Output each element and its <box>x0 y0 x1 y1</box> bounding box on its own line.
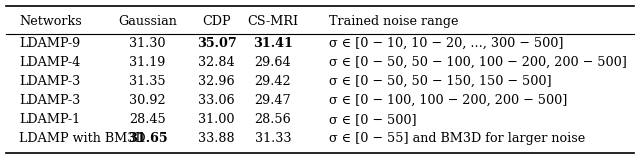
Text: 31.00: 31.00 <box>198 113 235 126</box>
Text: 30.92: 30.92 <box>129 94 166 107</box>
Text: 33.88: 33.88 <box>198 132 235 145</box>
Text: CDP: CDP <box>202 15 231 28</box>
Text: 31.41: 31.41 <box>253 37 293 50</box>
Text: CS-MRI: CS-MRI <box>248 15 298 28</box>
Text: σ ∈ [0 − 10, 10 − 20, ..., 300 − 500]: σ ∈ [0 − 10, 10 − 20, ..., 300 − 500] <box>330 37 564 50</box>
Text: 31.35: 31.35 <box>129 75 166 88</box>
Text: 29.47: 29.47 <box>255 94 291 107</box>
Text: σ ∈ [0 − 50, 50 − 150, 150 − 500]: σ ∈ [0 − 50, 50 − 150, 150 − 500] <box>330 75 552 88</box>
Text: Trained noise range: Trained noise range <box>330 15 459 28</box>
Text: LDAMP with BM3D: LDAMP with BM3D <box>19 132 145 145</box>
Text: LDAMP-1: LDAMP-1 <box>19 113 80 126</box>
Text: 28.45: 28.45 <box>129 113 166 126</box>
Text: 31.65: 31.65 <box>128 132 167 145</box>
Text: 35.07: 35.07 <box>196 37 236 50</box>
Text: 31.33: 31.33 <box>255 132 291 145</box>
Text: 28.56: 28.56 <box>255 113 291 126</box>
Text: 29.64: 29.64 <box>255 56 291 69</box>
Text: σ ∈ [0 − 100, 100 − 200, 200 − 500]: σ ∈ [0 − 100, 100 − 200, 200 − 500] <box>330 94 568 107</box>
Text: Networks: Networks <box>19 15 82 28</box>
Text: σ ∈ [0 − 500]: σ ∈ [0 − 500] <box>330 113 417 126</box>
Text: LDAMP-4: LDAMP-4 <box>19 56 80 69</box>
Text: LDAMP-3: LDAMP-3 <box>19 75 80 88</box>
Text: LDAMP-3: LDAMP-3 <box>19 94 80 107</box>
Text: 31.19: 31.19 <box>129 56 166 69</box>
Text: 32.84: 32.84 <box>198 56 235 69</box>
Text: σ ∈ [0 − 50, 50 − 100, 100 − 200, 200 − 500]: σ ∈ [0 − 50, 50 − 100, 100 − 200, 200 − … <box>330 56 627 69</box>
Text: σ ∈ [0 − 55] and BM3D for larger noise: σ ∈ [0 − 55] and BM3D for larger noise <box>330 132 586 145</box>
Text: Gaussian: Gaussian <box>118 15 177 28</box>
Text: 31.30: 31.30 <box>129 37 166 50</box>
Text: LDAMP-9: LDAMP-9 <box>19 37 80 50</box>
Text: 29.42: 29.42 <box>255 75 291 88</box>
Text: 32.96: 32.96 <box>198 75 235 88</box>
Text: 33.06: 33.06 <box>198 94 235 107</box>
